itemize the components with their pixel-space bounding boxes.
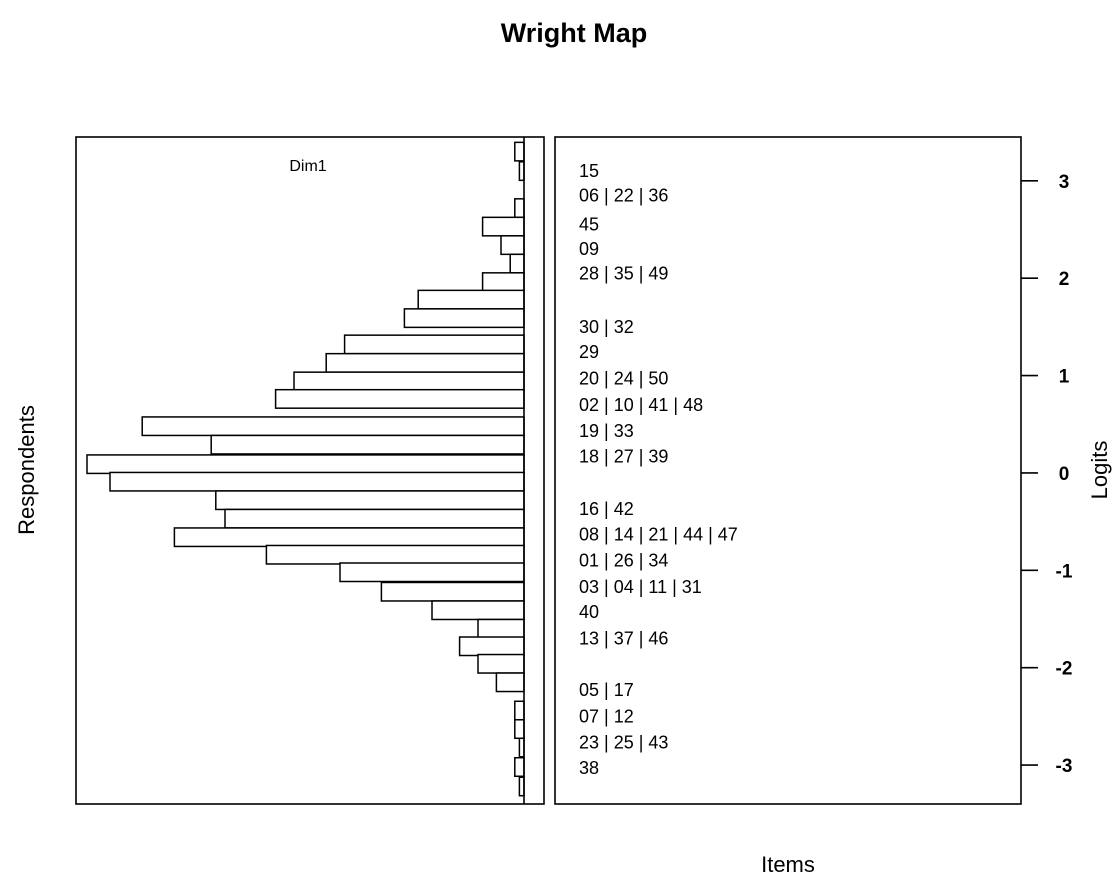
histogram-bar [514, 756, 525, 777]
y-axis-label-left: Respondents [14, 405, 39, 535]
axis-tick-label: 0 [1059, 464, 1070, 485]
histogram-bar [325, 352, 525, 373]
histogram-bar [509, 253, 525, 274]
histogram-bar [514, 719, 525, 740]
item-label: 16 | 42 [579, 499, 634, 519]
histogram-bar [274, 388, 525, 409]
item-label: 03 | 04 | 11 | 31 [579, 577, 702, 597]
histogram-bar [403, 308, 525, 329]
histogram-bar [481, 216, 525, 237]
logit-axis: 3 2 1 0 -1 -2 -3 [1021, 172, 1073, 777]
item-label: 30 | 32 [579, 317, 634, 337]
histogram-bar [109, 471, 525, 492]
histogram-bar [224, 508, 525, 529]
axis-tick-label: -2 [1056, 659, 1073, 680]
histogram-bar [431, 600, 525, 621]
histogram-bar [141, 416, 525, 437]
item-label: 29 [579, 342, 599, 362]
y-axis-label-right: Logits [1087, 441, 1112, 500]
histogram-bar [500, 235, 525, 256]
item-label: 08 | 14 | 21 | 44 | 47 [579, 524, 738, 544]
item-label: 09 [579, 239, 599, 259]
item-label: 05 | 17 [579, 680, 634, 700]
axis-tick-label: 1 [1059, 367, 1070, 388]
x-axis-label: Items [761, 852, 815, 877]
histogram-bar [265, 544, 525, 565]
item-labels: 15 06 | 22 | 36 45 09 28 | 35 | 49 30 | 32 29 2… [579, 161, 738, 778]
respondents-panel-frame [75, 136, 545, 805]
chart-title: Wright Map [501, 18, 647, 48]
histogram-bar [86, 454, 525, 475]
histogram-bar [477, 653, 525, 674]
histogram-bar [343, 334, 525, 355]
axis-tick-label: -1 [1056, 561, 1073, 582]
histogram-bar [514, 141, 525, 162]
item-label: 06 | 22 | 36 [579, 185, 668, 205]
histogram-bar [173, 527, 525, 548]
axis-tick-label: -3 [1056, 756, 1073, 777]
histogram-bar [481, 272, 525, 293]
item-label: 20 | 24 | 50 [579, 368, 668, 388]
item-label: 45 [579, 215, 599, 235]
histogram-bar [514, 198, 525, 219]
item-label: 07 | 12 [579, 706, 634, 726]
item-label: 02 | 10 | 41 | 48 [579, 395, 703, 415]
histogram-bar [210, 434, 525, 455]
panel-label: Dim1 [289, 158, 326, 175]
histogram-bar [293, 371, 525, 392]
histogram-bar [215, 490, 525, 511]
axis-tick-label: 3 [1059, 172, 1070, 193]
respondent-histogram [86, 141, 525, 797]
histogram-bar [339, 562, 525, 583]
item-label: 13 | 37 | 46 [579, 628, 668, 648]
item-label: 19 | 33 [579, 421, 634, 441]
histogram-bar [380, 581, 525, 602]
item-label: 18 | 27 | 39 [579, 446, 668, 466]
items-panel-frame [554, 136, 1022, 805]
item-label: 23 | 25 | 43 [579, 733, 668, 753]
item-label: 28 | 35 | 49 [579, 263, 668, 283]
axis-tick-label: 2 [1059, 269, 1070, 290]
histogram-bar [514, 700, 525, 721]
item-label: 40 [579, 602, 599, 622]
histogram-bar [417, 289, 525, 310]
histogram-bar [495, 672, 525, 693]
item-label: 15 [579, 161, 599, 181]
histogram-bar [477, 618, 525, 639]
item-label: 38 [579, 758, 599, 778]
histogram-bar [458, 636, 525, 657]
item-label: 01 | 26 | 34 [579, 551, 668, 571]
